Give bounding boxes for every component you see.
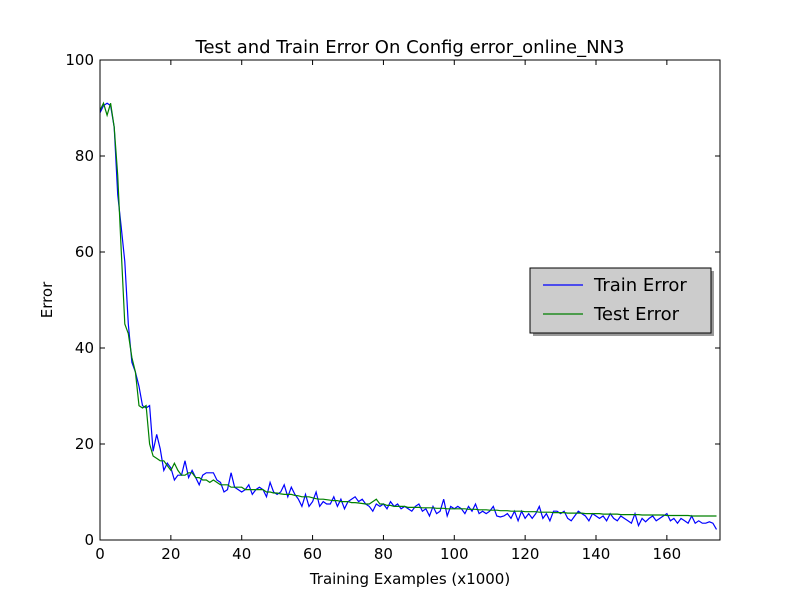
x-axis-label: Training Examples (x1000)	[309, 570, 510, 588]
x-tick-label: 160	[653, 545, 682, 563]
series-line-train-error	[99, 102, 718, 530]
legend-label-train-error: Train Error	[593, 275, 687, 296]
x-tick-label: 80	[374, 545, 393, 563]
y-tick-label: 0	[84, 531, 94, 549]
y-tick-label: 40	[75, 339, 94, 357]
x-tick-label: 100	[440, 545, 469, 563]
x-tick-label: 120	[511, 545, 540, 563]
x-tick-label: 60	[303, 545, 322, 563]
y-tick-label: 100	[65, 51, 94, 69]
y-tick-label: 60	[75, 243, 94, 261]
y-tick-label: 80	[75, 147, 94, 165]
x-tick-label: 20	[161, 545, 180, 563]
legend-label-test-error: Test Error	[593, 304, 680, 325]
legend: Train Error Test Error	[529, 267, 714, 336]
y-tick-label: 20	[75, 435, 94, 453]
x-tick-label: 140	[582, 545, 611, 563]
y-axis-label: Error	[38, 281, 56, 318]
ticks-layer: 0 20 40 60 80 100 120 140 160 0 20 40 60 80 100	[65, 51, 720, 563]
series-layer	[99, 101, 718, 530]
x-tick-label: 40	[232, 545, 251, 563]
legend-box	[529, 267, 712, 334]
x-tick-label: 0	[95, 545, 105, 563]
plot-frame	[99, 59, 721, 541]
chart-title: Test and Train Error On Config error_onl…	[195, 37, 625, 58]
series-line-test-error	[99, 101, 717, 517]
